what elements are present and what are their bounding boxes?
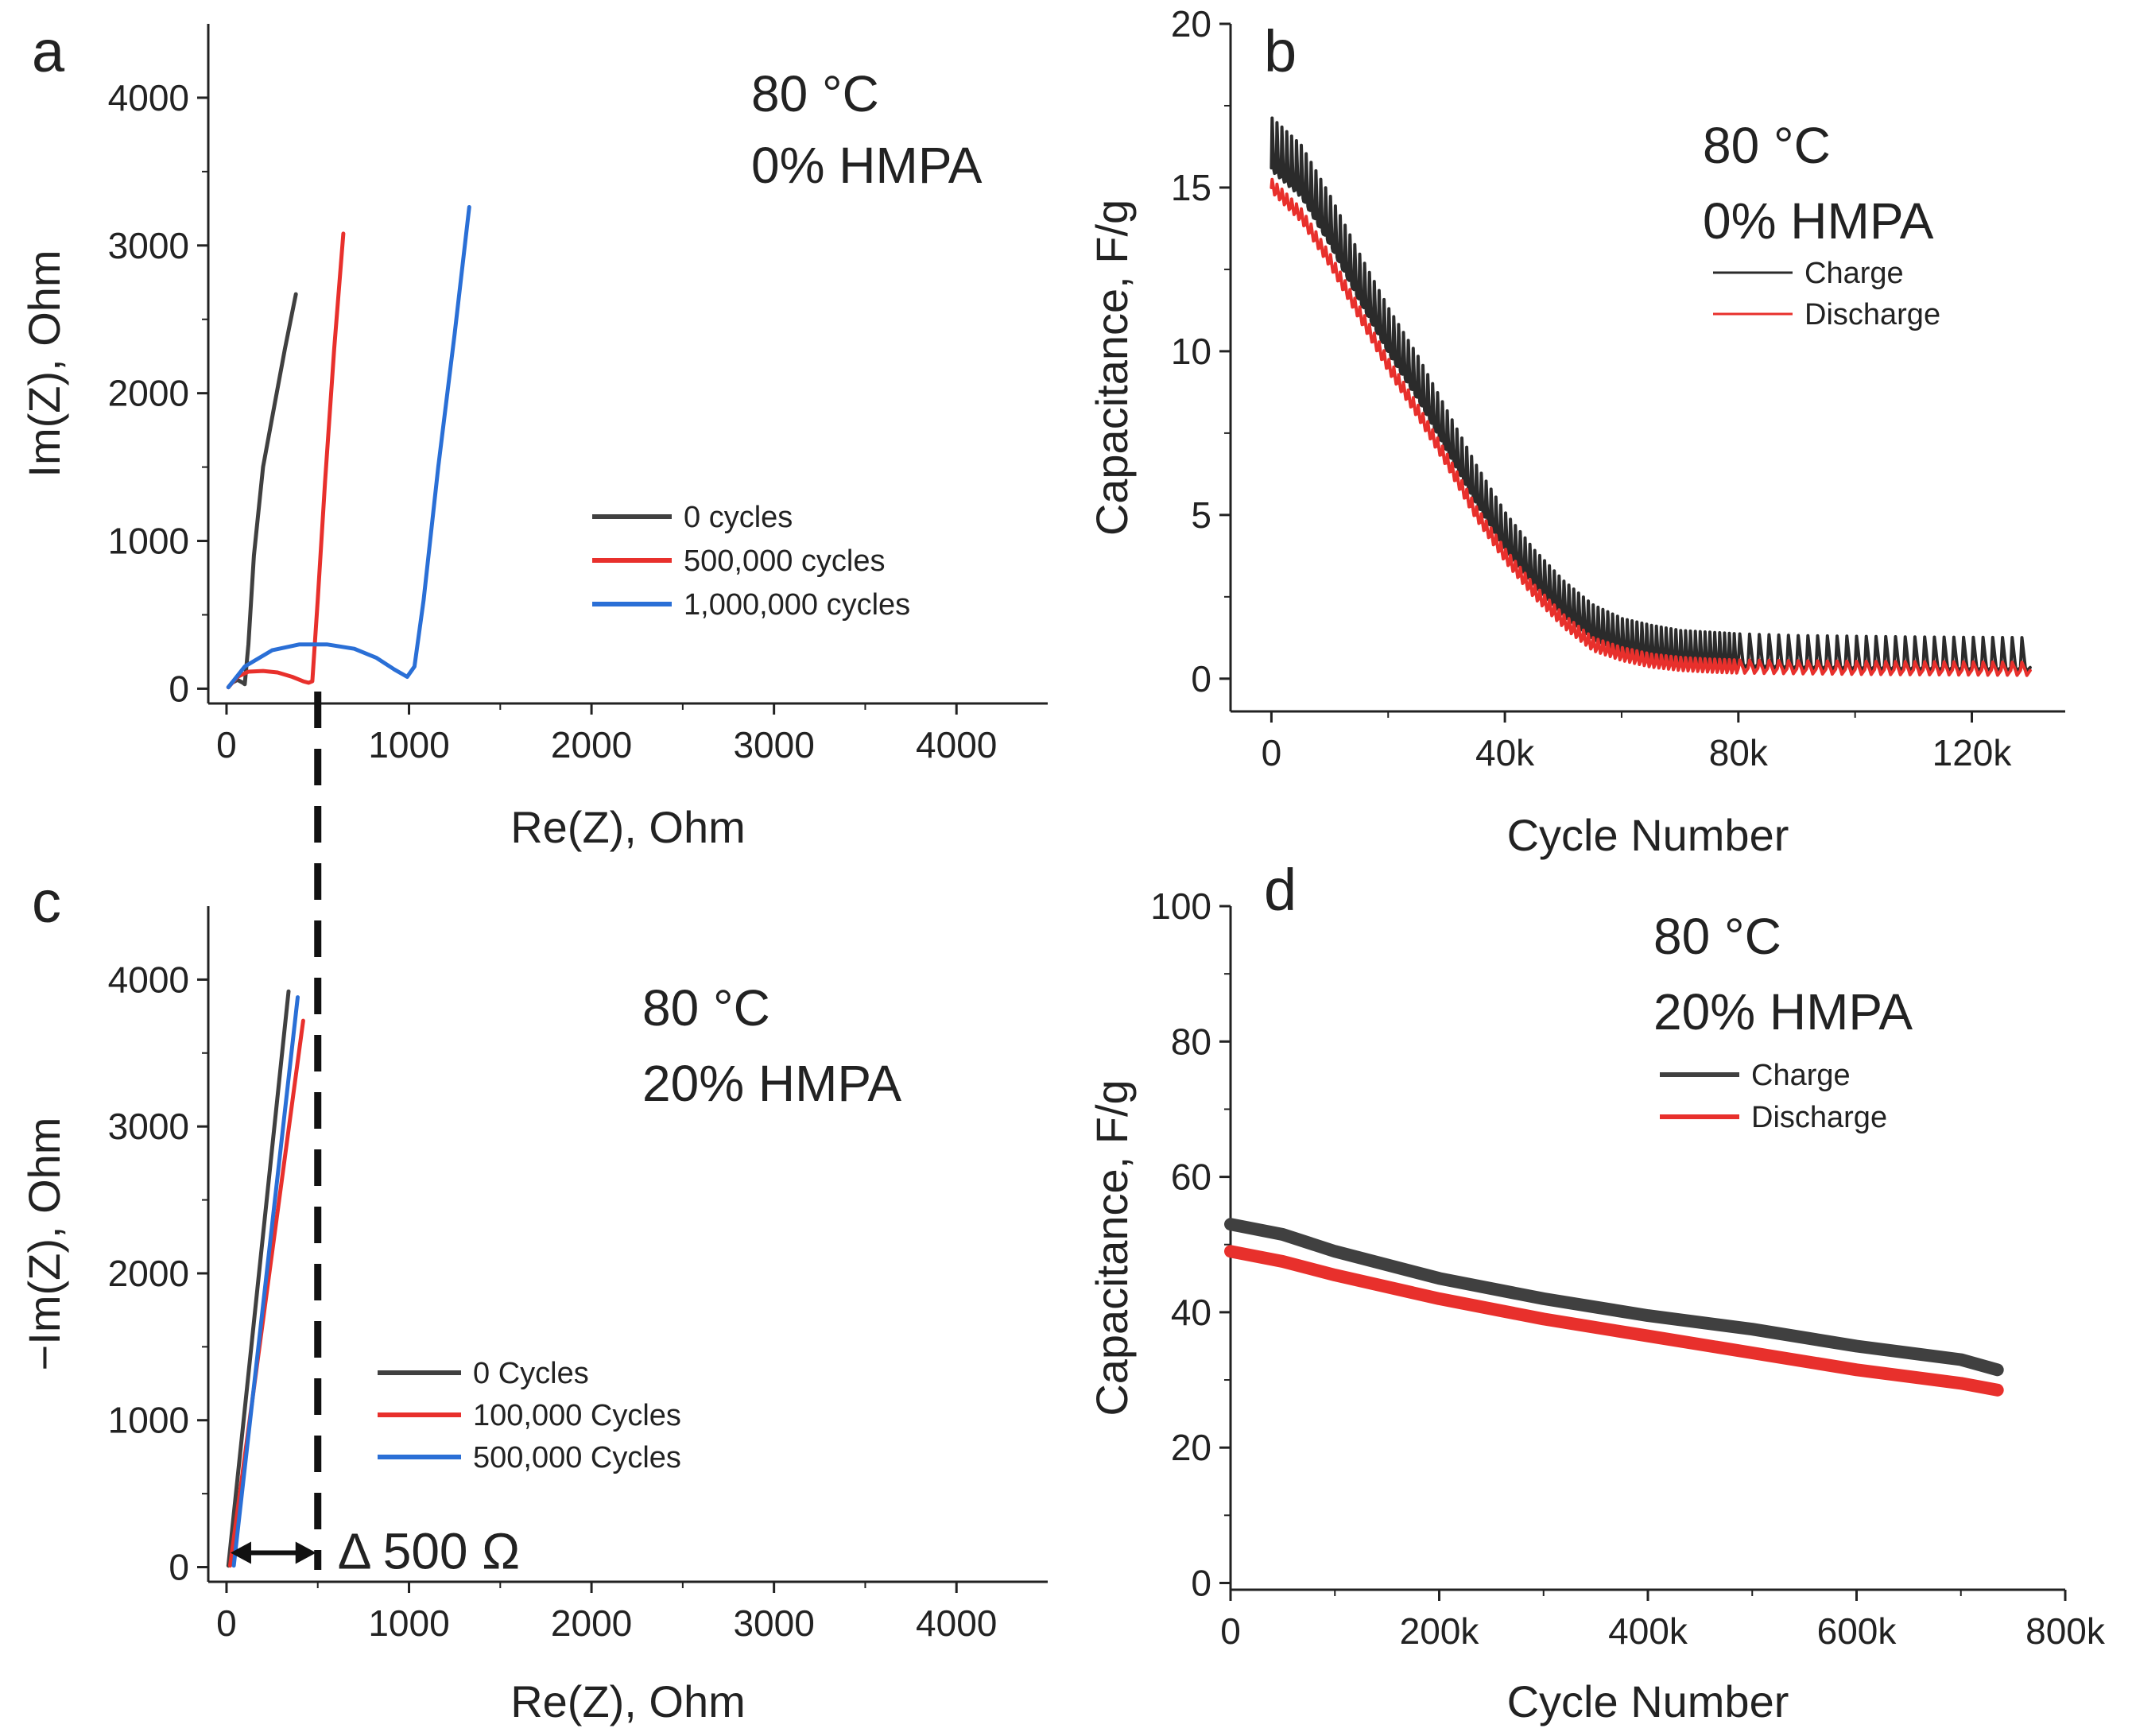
legend-label-2: 500,000 Cycles [473,1441,681,1474]
legend-label-1: 100,000 Cycles [473,1399,681,1432]
series-line-0 [1224,1218,2004,1377]
x-tick-label: 2000 [551,1602,632,1644]
x-tick-label: 1000 [368,724,449,765]
y-tick-label: 20 [1171,1427,1211,1468]
y-tick-label: 2000 [108,1253,189,1294]
y-tick-label: 100 [1150,885,1211,927]
x-tick-label: 0 [216,724,237,765]
series-line-0 [226,989,291,1568]
delta-arrow-head-right [295,1541,316,1564]
y-tick-label: 2000 [108,373,189,414]
annotation-composition: 0% HMPA [751,137,983,194]
panel-a: 0 1000 2000 3000 4000 0 1000 2000 3000 4000 Re(Z),… [19,18,1048,852]
series-line-2 [226,205,471,690]
x-tick-label: 120k [1932,732,2013,773]
delta-marker: Δ 500 Ω [230,692,520,1580]
panel-b: 0 40k 80k 120k 0 5 10 15 20 Cycle Number Capacitan… [1087,3,2065,860]
series-line-0 [226,292,298,690]
annotation-composition: 20% HMPA [1653,983,1913,1040]
x-tick-label: 2000 [551,724,632,765]
series-line-2 [231,995,300,1568]
legend-label-0: 0 Cycles [473,1357,589,1390]
panel-d: 0 200k 400k 600k 800k 0 20 40 60 80 100 Cycle Numbe… [1087,857,2106,1726]
y-axis-label: Capacitance, F/g [1087,1079,1137,1416]
legend-label-0: Charge [1751,1059,1851,1092]
x-tick-label: 3000 [733,724,814,765]
x-tick-label: 600k [1817,1610,1897,1652]
y-tick-label: 0 [1191,658,1211,699]
annotation-temperature: 80 °C [751,65,879,122]
annotation-temperature: 80 °C [642,979,770,1037]
legend-label-2: 1,000,000 cycles [684,588,910,622]
x-tick-label: 0 [1220,1610,1241,1652]
panel-letter: b [1264,18,1297,84]
x-tick-label: 800k [2025,1610,2106,1652]
series-line-1 [1270,177,2032,677]
series-line-1 [226,231,346,690]
annotation-composition: 0% HMPA [1703,192,1934,250]
x-tick-label: 4000 [916,724,997,765]
x-tick-label: 80k [1709,732,1769,773]
x-tick-label: 0 [216,1602,237,1644]
x-tick-label: 4000 [916,1602,997,1644]
y-tick-label: 20 [1171,3,1211,45]
y-tick-label: 3000 [108,1106,189,1147]
y-tick-label: 10 [1171,331,1211,372]
y-tick-label: 5 [1191,494,1211,536]
x-tick-label: 1000 [368,1602,449,1644]
y-axis-label: Capacitance, F/g [1087,200,1137,536]
legend-label-0: Charge [1804,257,1904,290]
y-tick-label: 40 [1171,1292,1211,1333]
x-axis-label: Cycle Number [1507,810,1789,860]
panel-c: 0 1000 2000 3000 4000 0 1000 2000 3000 4000 Re(Z),… [19,869,1048,1726]
annotation-temperature: 80 °C [1653,908,1781,965]
y-tick-label: 0 [169,1547,189,1588]
y-tick-label: 0 [1191,1562,1211,1603]
legend-label-1: 500,000 cycles [684,544,886,578]
y-tick-label: 1000 [108,1400,189,1441]
y-tick-label: 80 [1171,1021,1211,1062]
y-tick-label: 1000 [108,521,189,562]
x-tick-label: 400k [1608,1610,1688,1652]
x-tick-label: 200k [1400,1610,1480,1652]
panel-letter: d [1264,857,1297,923]
y-tick-label: 4000 [108,77,189,118]
x-axis-label: Re(Z), Ohm [510,1676,746,1726]
y-axis-label: −Im(Z), Ohm [19,1118,69,1371]
annotation-composition: 20% HMPA [642,1055,901,1112]
annotation-temperature: 80 °C [1703,117,1831,174]
series-line-1 [1224,1245,2004,1397]
x-axis-label: Re(Z), Ohm [510,802,746,852]
x-axis-label: Cycle Number [1507,1676,1789,1726]
y-tick-label: 15 [1171,167,1211,208]
panel-letter: a [32,18,65,84]
delta-label: Δ 500 Ω [338,1523,520,1580]
delta-arrow-head-left [230,1541,251,1564]
y-tick-label: 60 [1171,1157,1211,1198]
y-axis-label: Im(Z), Ohm [19,250,69,477]
y-tick-label: 0 [169,668,189,709]
x-tick-label: 0 [1262,732,1282,773]
legend-label-0: 0 cycles [684,501,793,534]
x-tick-label: 40k [1475,732,1535,773]
y-tick-label: 4000 [108,959,189,1000]
legend-label-1: Discharge [1751,1101,1887,1134]
y-tick-label: 3000 [108,225,189,266]
x-tick-label: 3000 [733,1602,814,1644]
legend-label-1: Discharge [1804,298,1940,331]
panel-letter: c [32,869,61,935]
